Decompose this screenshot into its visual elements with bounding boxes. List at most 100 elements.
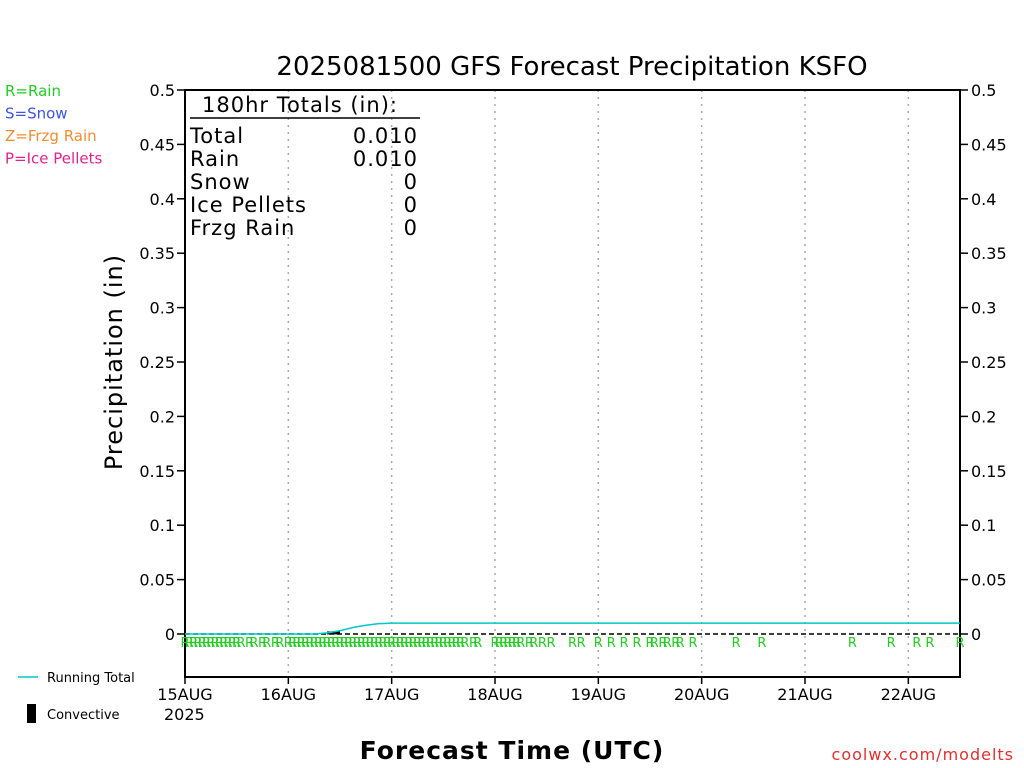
rain-marker: R: [318, 636, 327, 651]
convective-key-label: Convective: [47, 708, 120, 723]
y-tick-label-left: 0.5: [150, 81, 175, 100]
totals-row-value: 0.010: [353, 124, 418, 148]
rain-marker: R: [284, 636, 293, 651]
y-tick-label-left: 0.35: [139, 244, 175, 263]
rain-marker: R: [379, 636, 388, 651]
rain-marker: R: [568, 636, 577, 651]
rain-marker: R: [663, 636, 672, 651]
y-axis-label: Precipitation (in): [100, 254, 128, 470]
rain-marker: R: [435, 636, 444, 651]
rain-marker: R: [955, 636, 964, 651]
rain-marker: R: [546, 636, 555, 651]
running-total-key: Running Total: [18, 671, 135, 686]
rain-marker: R: [361, 636, 370, 651]
rain-marker: R: [288, 636, 297, 651]
rain-marker: R: [335, 636, 344, 651]
rain-marker: R: [275, 636, 284, 651]
rain-marker: R: [310, 636, 319, 651]
y-tick-label-right: 0.25: [971, 353, 1007, 372]
rain-marker: R: [189, 636, 198, 651]
rain-marker: R: [495, 636, 504, 651]
x-tick-label: 18AUG: [467, 685, 522, 704]
y-tick-label-right: 0.05: [971, 571, 1007, 590]
rain-marker: R: [645, 636, 654, 651]
convective-key: Convective: [27, 704, 120, 723]
y-tick-label-right: 0.45: [971, 135, 1007, 154]
rain-marker: R: [249, 636, 258, 651]
rain-marker: R: [292, 636, 301, 651]
rain-marker: R: [383, 636, 392, 651]
rain-marker: R: [508, 636, 517, 651]
y-tick-label-right: 0.15: [971, 462, 1007, 481]
rain-marker: R: [271, 636, 280, 651]
rain-marker: R: [185, 636, 194, 651]
x-tick-label: 20AUG: [674, 685, 729, 704]
rain-marker: R: [499, 636, 508, 651]
x-axis-year: 2025: [164, 705, 205, 724]
totals-row-label: Rain: [190, 147, 240, 171]
rain-marker: R: [469, 636, 478, 651]
rain-marker: R: [456, 636, 465, 651]
rain-marker: R: [219, 636, 228, 651]
x-tick-label: 16AUG: [261, 685, 316, 704]
rain-marker: R: [215, 636, 224, 651]
y-tick-label-left: 0.1: [150, 516, 175, 535]
totals-row-label: Frzg Rain: [190, 216, 295, 240]
legend-item: S=Snow: [5, 105, 68, 123]
y-tick-label-right: 0.1: [971, 516, 996, 535]
y-axis-right: 0 0.05 0.1 0.15 0.2 0.25 0.3 0.35 0.4 0.45 0.5: [960, 81, 1007, 644]
rain-marker: R: [340, 636, 349, 651]
rain-marker: R: [633, 636, 642, 651]
rain-marker: R: [198, 636, 207, 651]
x-tick-label: 17AUG: [364, 685, 419, 704]
totals-row-value: 0: [404, 170, 418, 194]
rain-marker: R: [460, 636, 469, 651]
x-axis-label: Forecast Time (UTC): [360, 736, 665, 765]
rain-marker: R: [413, 636, 422, 651]
rain-marker: R: [757, 636, 766, 651]
vertical-gridlines: [287, 90, 910, 677]
rain-marker: R: [490, 636, 499, 651]
rain-marker: R: [452, 636, 461, 651]
rain-marker: R: [258, 636, 267, 651]
rain-marker: R: [620, 636, 629, 651]
rain-marker: R: [912, 636, 921, 651]
y-tick-label-right: 0.2: [971, 407, 996, 426]
rain-marker: R: [671, 636, 680, 651]
y-tick-label-left: 0.15: [139, 462, 175, 481]
rain-marker: R: [404, 636, 413, 651]
rain-marker: R: [331, 636, 340, 651]
totals-box: 180hr Totals (in): Total 0.010 Rain 0.010 Sn…: [189, 93, 420, 240]
totals-row-label: Ice Pellets: [190, 193, 307, 217]
totals-rows: Total 0.010 Rain 0.010 Snow 0 Ice Pellets 0 Frzg…: [189, 124, 418, 240]
rain-marker: R: [236, 636, 245, 651]
rain-marker: R: [344, 636, 353, 651]
y-tick-label-right: 0.5: [971, 81, 996, 100]
y-tick-label-left: 0.2: [150, 407, 175, 426]
rain-marker: R: [180, 636, 189, 651]
rain-marker: R: [396, 636, 405, 651]
rain-marker: R: [348, 636, 357, 651]
rain-marker: R: [327, 636, 336, 651]
legend-item: P=Ice Pellets: [5, 150, 102, 168]
credit-text: coolwx.com/modelts: [832, 745, 1014, 764]
rain-marker: R: [512, 636, 521, 651]
rain-marker: R: [426, 636, 435, 651]
rain-marker: R: [848, 636, 857, 651]
rain-marker: R: [224, 636, 233, 651]
legend-item: R=Rain: [5, 82, 61, 100]
y-tick-label-left: 0.25: [139, 353, 175, 372]
y-tick-label-right: 0.35: [971, 244, 1007, 263]
rain-marker: R: [323, 636, 332, 651]
y-tick-label-right: 0.3: [971, 299, 996, 318]
rain-marker: R: [689, 636, 698, 651]
rain-marker: R: [374, 636, 383, 651]
running-total-series: [185, 622, 960, 635]
precip-type-legend: R=Rain S=Snow Z=Frzg Rain P=Ice Pellets: [5, 82, 102, 168]
rain-marker: R: [357, 636, 366, 651]
totals-header: 180hr Totals (in):: [202, 93, 398, 117]
rain-marker: R: [443, 636, 452, 651]
rain-marker: R: [228, 636, 237, 651]
rain-marker: R: [370, 636, 379, 651]
